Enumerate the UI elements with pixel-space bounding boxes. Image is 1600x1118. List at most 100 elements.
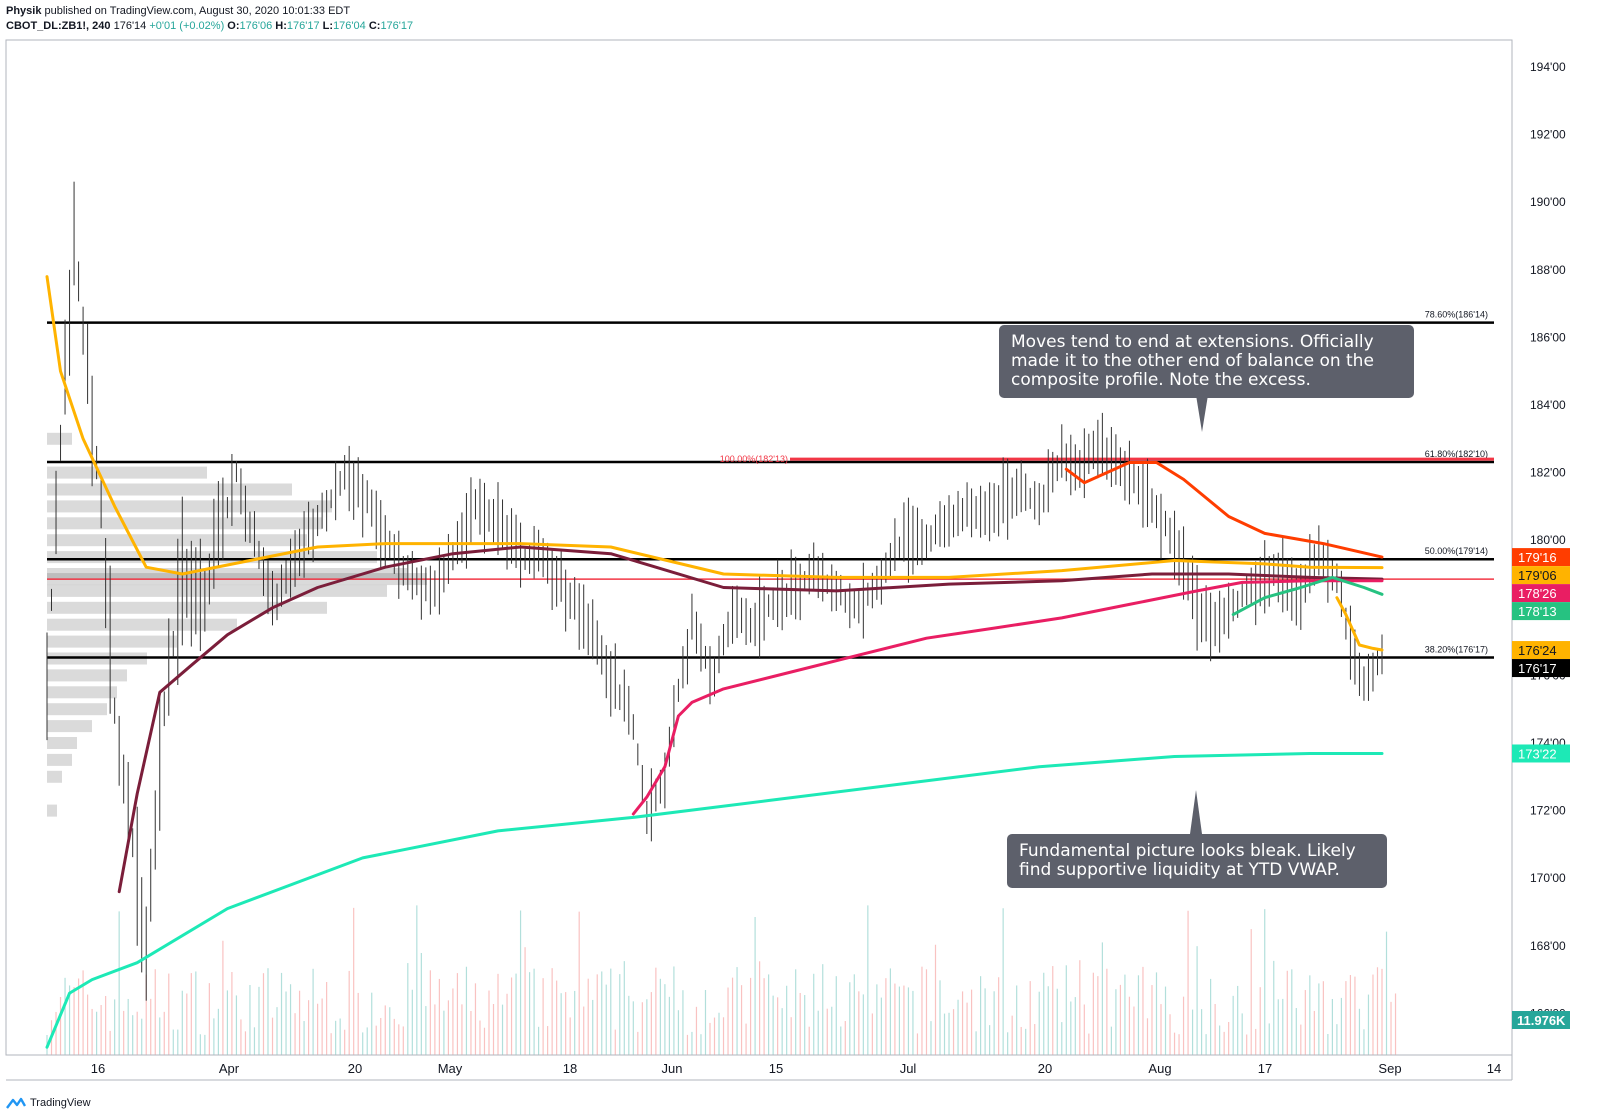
price-tag-text: 179'16	[1518, 550, 1557, 565]
price-axis-tick: 168'00	[1530, 939, 1566, 953]
price-axis-tick: 184'00	[1530, 398, 1566, 412]
publish-text: published on TradingView.com, August 30,…	[44, 5, 351, 17]
profile-bin	[47, 635, 177, 648]
time-axis-tick: Jun	[662, 1061, 683, 1076]
price-tag	[1512, 602, 1570, 621]
profile-bin	[47, 804, 57, 817]
volume-profile	[47, 432, 427, 817]
annotation-ytd-vwap[interactable]: Fundamental picture looks bleak. Likely …	[1007, 834, 1387, 888]
price-tag	[1512, 744, 1570, 763]
price-axis-tick: 182'00	[1530, 466, 1566, 480]
fib-label: 61.80%(182'10)	[1425, 449, 1488, 459]
price-tag-text: 176'24	[1518, 643, 1557, 658]
close-value: 176'17	[380, 20, 414, 32]
volume-bars	[46, 905, 1397, 1055]
vwap-lines	[45, 275, 1384, 1049]
footer: TradingView	[6, 1096, 91, 1110]
fib-label: 78.60%(186'14)	[1425, 310, 1488, 320]
volume-tag	[1512, 1011, 1570, 1029]
low-label: L:	[322, 20, 334, 32]
price-axis-tick: 170'00	[1530, 871, 1566, 885]
callout-pointers	[1190, 395, 1208, 834]
brand-name[interactable]: TradingView	[30, 1097, 91, 1109]
vwap-recent_vwap	[1335, 596, 1384, 652]
close-label: C:	[368, 20, 381, 32]
time-axis-tick: 17	[1258, 1061, 1272, 1076]
price-tag-text: 179'06	[1518, 568, 1557, 583]
profile-bin	[47, 568, 407, 580]
time-axis-tick: 18	[563, 1061, 577, 1076]
price-tag	[1512, 584, 1570, 603]
fib-label: 50.00%(179'14)	[1425, 546, 1488, 556]
callout-pointer	[1196, 395, 1208, 432]
profile-bin	[47, 534, 307, 547]
fib-levels: 78.60%(186'14) 61.80%(182'10) 50.00%(179'1…	[47, 310, 1494, 659]
profile-bin	[47, 753, 72, 766]
time-axis-tick: May	[438, 1061, 463, 1076]
price-axis-tick: 188'00	[1530, 263, 1566, 277]
profile-bin	[47, 584, 387, 597]
profile-bin	[47, 618, 237, 631]
price-tag	[1512, 548, 1570, 567]
extension-label: 100.00%(182'13)	[720, 454, 788, 464]
vwap-anchored_orange	[45, 275, 1384, 579]
author-name[interactable]: Physik	[6, 5, 42, 17]
plot-frame	[5, 39, 1513, 1056]
profile-bin	[47, 466, 207, 479]
price-axis-tick: 172'00	[1530, 804, 1566, 818]
high-value: 176'17	[286, 20, 320, 32]
annotation-extensions[interactable]: Moves tend to end at extensions. Officia…	[999, 325, 1414, 398]
callout-pointer	[1190, 790, 1202, 834]
time-axis-tick: Sep	[1378, 1061, 1401, 1076]
fib-label: 38.20%(176'17)	[1425, 644, 1488, 654]
profile-bin	[47, 669, 127, 682]
annotation-line: Moves tend to end at extensions. Officia…	[1011, 332, 1374, 352]
time-axis-tick: 14	[1487, 1061, 1501, 1076]
profile-bin	[47, 483, 292, 496]
publish-info: Physik published on TradingView.com, Aug…	[6, 5, 350, 17]
tradingview-logo-icon	[6, 1097, 26, 1109]
annotation-line: find supportive liquidity at YTD VWAP.	[1019, 860, 1340, 880]
annotation-line: composite profile. Note the excess.	[1011, 370, 1311, 390]
last-price: 176'14	[113, 20, 147, 32]
price-axis-tick: 194'00	[1530, 60, 1566, 74]
price-tag-text: 178'13	[1518, 604, 1557, 619]
profile-bin	[47, 737, 77, 749]
symbol-name[interactable]: CBOT_DL:ZB1!, 240	[6, 20, 111, 32]
high-label: H:	[275, 20, 287, 32]
vwap-june_vwap	[631, 579, 1384, 816]
vwap-aug_vwap	[1064, 461, 1384, 559]
vwap-anchored_maroon	[117, 545, 1384, 894]
time-axis-tick: 16	[91, 1061, 105, 1076]
price-tag	[1512, 659, 1570, 678]
time-axis-tick: 20	[348, 1061, 362, 1076]
open-label: O:	[227, 20, 240, 32]
price-tag-text: 173'22	[1518, 746, 1557, 761]
price-tag	[1512, 566, 1570, 585]
price-axis-tick: 192'00	[1530, 128, 1566, 142]
vwap-late_aug_vwap	[1231, 575, 1384, 617]
annotation-line: made it to the other end of balance on t…	[1011, 351, 1374, 371]
profile-bin	[47, 720, 92, 733]
profile-bin	[47, 500, 332, 513]
profile-bin	[47, 703, 107, 716]
profile-bin	[47, 770, 62, 783]
price-axis-tick: 190'00	[1530, 195, 1566, 209]
time-axis-tick: Apr	[219, 1061, 240, 1076]
time-axis-tick: Jul	[900, 1061, 917, 1076]
price-change: +0'01 (+0.02%)	[149, 20, 225, 32]
price-tag	[1512, 641, 1570, 660]
price-tag-text: 176'17	[1518, 661, 1557, 676]
profile-bin	[47, 686, 117, 699]
price-tags: 179'16 179'06 178'26 178'13 176'24 176'17 173'…	[1512, 548, 1570, 1029]
open-value: 176'06	[239, 20, 273, 32]
price-tag-text: 178'26	[1518, 586, 1557, 601]
annotation-line: Fundamental picture looks bleak. Likely	[1019, 841, 1356, 861]
low-value: 176'04	[333, 20, 366, 32]
price-bars	[46, 181, 1383, 1001]
profile-bin	[47, 432, 72, 445]
profile-bin	[47, 551, 377, 564]
price-axis-tick: 180'00	[1530, 533, 1566, 547]
time-axis-tick: 20	[1038, 1061, 1052, 1076]
